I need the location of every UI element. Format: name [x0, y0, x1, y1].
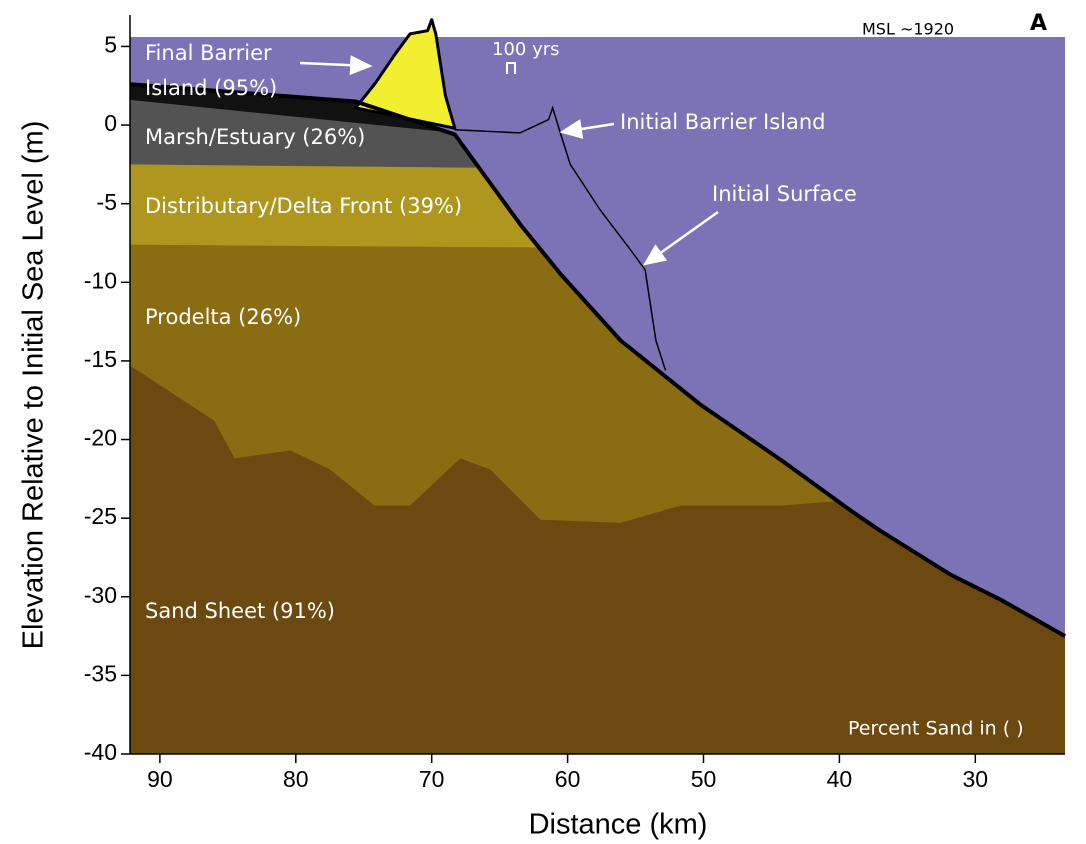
y-tick-label: -15: [84, 346, 117, 372]
y-tick-label: 5: [104, 32, 117, 58]
panel-label: A: [1030, 11, 1047, 36]
x-tick-label: 40: [827, 766, 853, 792]
y-tick-label: -35: [84, 660, 117, 686]
annotation: Initial Surface: [712, 182, 857, 206]
layer-label: Sand Sheet (91%): [145, 599, 335, 623]
x-tick-label: 90: [147, 766, 173, 792]
annotations: Final Barrier Island (95%) Initial Barri…: [18, 11, 1065, 841]
annotation: Percent Sand in ( ): [848, 718, 1024, 740]
y-tick-label: -40: [84, 739, 117, 765]
x-tick-label: 30: [963, 766, 989, 792]
y-tick-label: -20: [84, 425, 117, 451]
y-tick-label: -25: [84, 503, 117, 529]
y-tick-label: -30: [84, 582, 117, 608]
layer-label: Prodelta (26%): [145, 305, 301, 329]
water: [130, 37, 1065, 637]
arrow: [642, 210, 719, 266]
initial-surface: [454, 105, 667, 371]
surface-line: [129, 82, 1066, 638]
x-tick-label: 70: [419, 766, 445, 792]
annotation: Island (95%): [145, 76, 277, 100]
x-tick-label: 60: [555, 766, 581, 792]
x-axis-title: Distance (km): [529, 809, 708, 841]
y-axis-title: Elevation Relative to Initial Sea Level …: [18, 121, 50, 650]
layer-label: Marsh/Estuary (26%): [145, 125, 365, 149]
x-tick-label: 80: [283, 766, 309, 792]
arrow: [299, 55, 373, 76]
annotation: 100 yrs: [492, 39, 560, 60]
x-tick-label: 50: [691, 766, 717, 792]
annotation: MSL ~1920: [862, 20, 954, 39]
annotation: Final Barrier: [145, 41, 272, 65]
annotation: Initial Barrier Island: [620, 110, 826, 134]
layer: [130, 365, 1065, 754]
y-tick-label: -10: [84, 267, 117, 293]
final-barrier: [354, 18, 457, 130]
layer-label: Distributary/Delta Front (39%): [145, 194, 462, 218]
arrow: [559, 119, 615, 139]
plot-area: [129, 18, 1066, 754]
y-tick-label: 0: [104, 110, 117, 136]
y-tick-label: -5: [97, 189, 117, 215]
interval-bracket: [506, 62, 516, 74]
